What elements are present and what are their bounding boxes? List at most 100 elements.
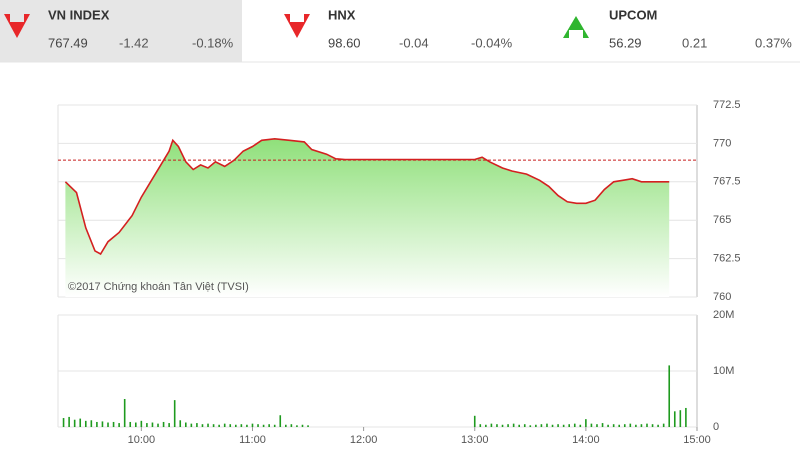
volume-bar	[223, 423, 226, 427]
volume-bar	[512, 423, 515, 427]
index-value: 98.60	[328, 35, 361, 50]
volume-bar	[601, 423, 604, 427]
volume-bar	[123, 399, 126, 427]
y-tick-label: 767.5	[713, 176, 741, 188]
index-value: 56.29	[609, 35, 642, 50]
index-value: 767.49	[48, 35, 88, 50]
index-name: UPCOM	[609, 7, 657, 22]
volume-bar	[62, 418, 65, 427]
volume-bar	[218, 424, 220, 427]
volume-bar	[573, 423, 576, 427]
volume-bar	[568, 424, 570, 427]
volume-bar	[640, 424, 643, 427]
down-arrow	[284, 14, 310, 38]
volume-bar	[629, 423, 632, 427]
y-tick-label: 765	[713, 214, 731, 226]
volume-bar	[179, 420, 182, 427]
down-arrow	[4, 14, 30, 38]
y-tick-label: 10M	[713, 365, 734, 377]
volume-bar	[546, 423, 548, 427]
index-percent: -0.04%	[471, 35, 513, 50]
volume-bar	[535, 424, 537, 427]
volume-bar	[90, 420, 93, 427]
volume-bar	[623, 424, 626, 427]
volume-bar	[635, 424, 637, 427]
volume-bar	[540, 424, 543, 427]
selected-card	[0, 0, 242, 62]
volume-bar	[196, 423, 198, 427]
index-change: -0.04	[399, 35, 429, 50]
y-tick-label: 20M	[713, 309, 734, 321]
volume-bar	[490, 423, 493, 427]
volume-bar	[585, 419, 587, 427]
volume-bar	[190, 423, 193, 427]
volume-bar	[301, 424, 304, 427]
y-tick-label: 770	[713, 137, 731, 149]
watermark: ©2017 Chứng khoán Tân Việt (TVSI)	[68, 281, 249, 293]
index-name: VN INDEX	[48, 7, 110, 22]
x-tick-label: 14:00	[572, 434, 600, 446]
volume-bar	[235, 424, 237, 427]
volume-bar	[590, 423, 593, 427]
volume-bar	[668, 365, 671, 427]
volume-bar	[146, 423, 148, 427]
volume-bar	[562, 424, 565, 427]
volume-bar	[162, 421, 165, 427]
volume-bar	[307, 425, 309, 427]
volume-bar	[201, 424, 204, 427]
volume-bar	[646, 423, 648, 427]
volume-bar	[84, 420, 87, 427]
volume-bar	[134, 422, 137, 427]
volume-bar	[157, 423, 159, 427]
volume-bar	[473, 415, 476, 427]
volume-bar	[79, 418, 82, 427]
volume-bar	[296, 425, 298, 427]
volume-bar	[68, 416, 70, 427]
volume-bar	[107, 422, 109, 427]
volume-bar	[607, 424, 609, 427]
volume-bar	[679, 410, 682, 427]
volume-bar	[173, 400, 176, 427]
volume-bar	[523, 424, 526, 427]
volume-bar	[140, 420, 143, 427]
volume-bar	[268, 424, 270, 427]
volume-bar	[229, 424, 232, 427]
x-tick-label: 10:00	[128, 434, 156, 446]
volume-bar	[518, 424, 520, 427]
volume-bar	[118, 423, 120, 427]
volume-bar	[290, 424, 293, 427]
index-percent: -0.18%	[192, 35, 234, 50]
index-name: HNX	[328, 7, 356, 22]
volume-bar	[529, 425, 532, 427]
volume-bar	[596, 424, 598, 427]
up-arrow	[563, 16, 589, 38]
x-tick-label: 15:00	[683, 434, 711, 446]
volume-bar	[279, 415, 282, 427]
volume-bar	[129, 421, 132, 427]
volume-bar	[251, 423, 254, 427]
volume-bar	[551, 424, 554, 427]
volume-bar	[207, 423, 209, 427]
volume-bar	[673, 411, 676, 427]
volume-bar	[96, 421, 98, 427]
volume-bar	[240, 424, 243, 427]
area	[65, 138, 670, 297]
volume-bar	[151, 422, 154, 427]
y-tick-label: 760	[713, 291, 731, 303]
volume-bar	[496, 424, 498, 427]
volume-bar	[485, 424, 487, 427]
x-tick-label: 12:00	[350, 434, 378, 446]
y-tick-label: 772.5	[713, 99, 741, 111]
index-percent: 0.37%	[755, 35, 792, 50]
volume-bar	[507, 424, 509, 427]
y-tick-label: 0	[713, 421, 719, 433]
volume-bar	[479, 424, 482, 427]
volume-bar	[501, 424, 504, 427]
volume-bar	[246, 424, 248, 427]
volume-bar	[168, 423, 170, 427]
volume-bar	[557, 424, 559, 427]
volume-bar	[685, 407, 687, 427]
volume-bar	[618, 424, 621, 427]
index-change: 0.21	[682, 35, 707, 50]
